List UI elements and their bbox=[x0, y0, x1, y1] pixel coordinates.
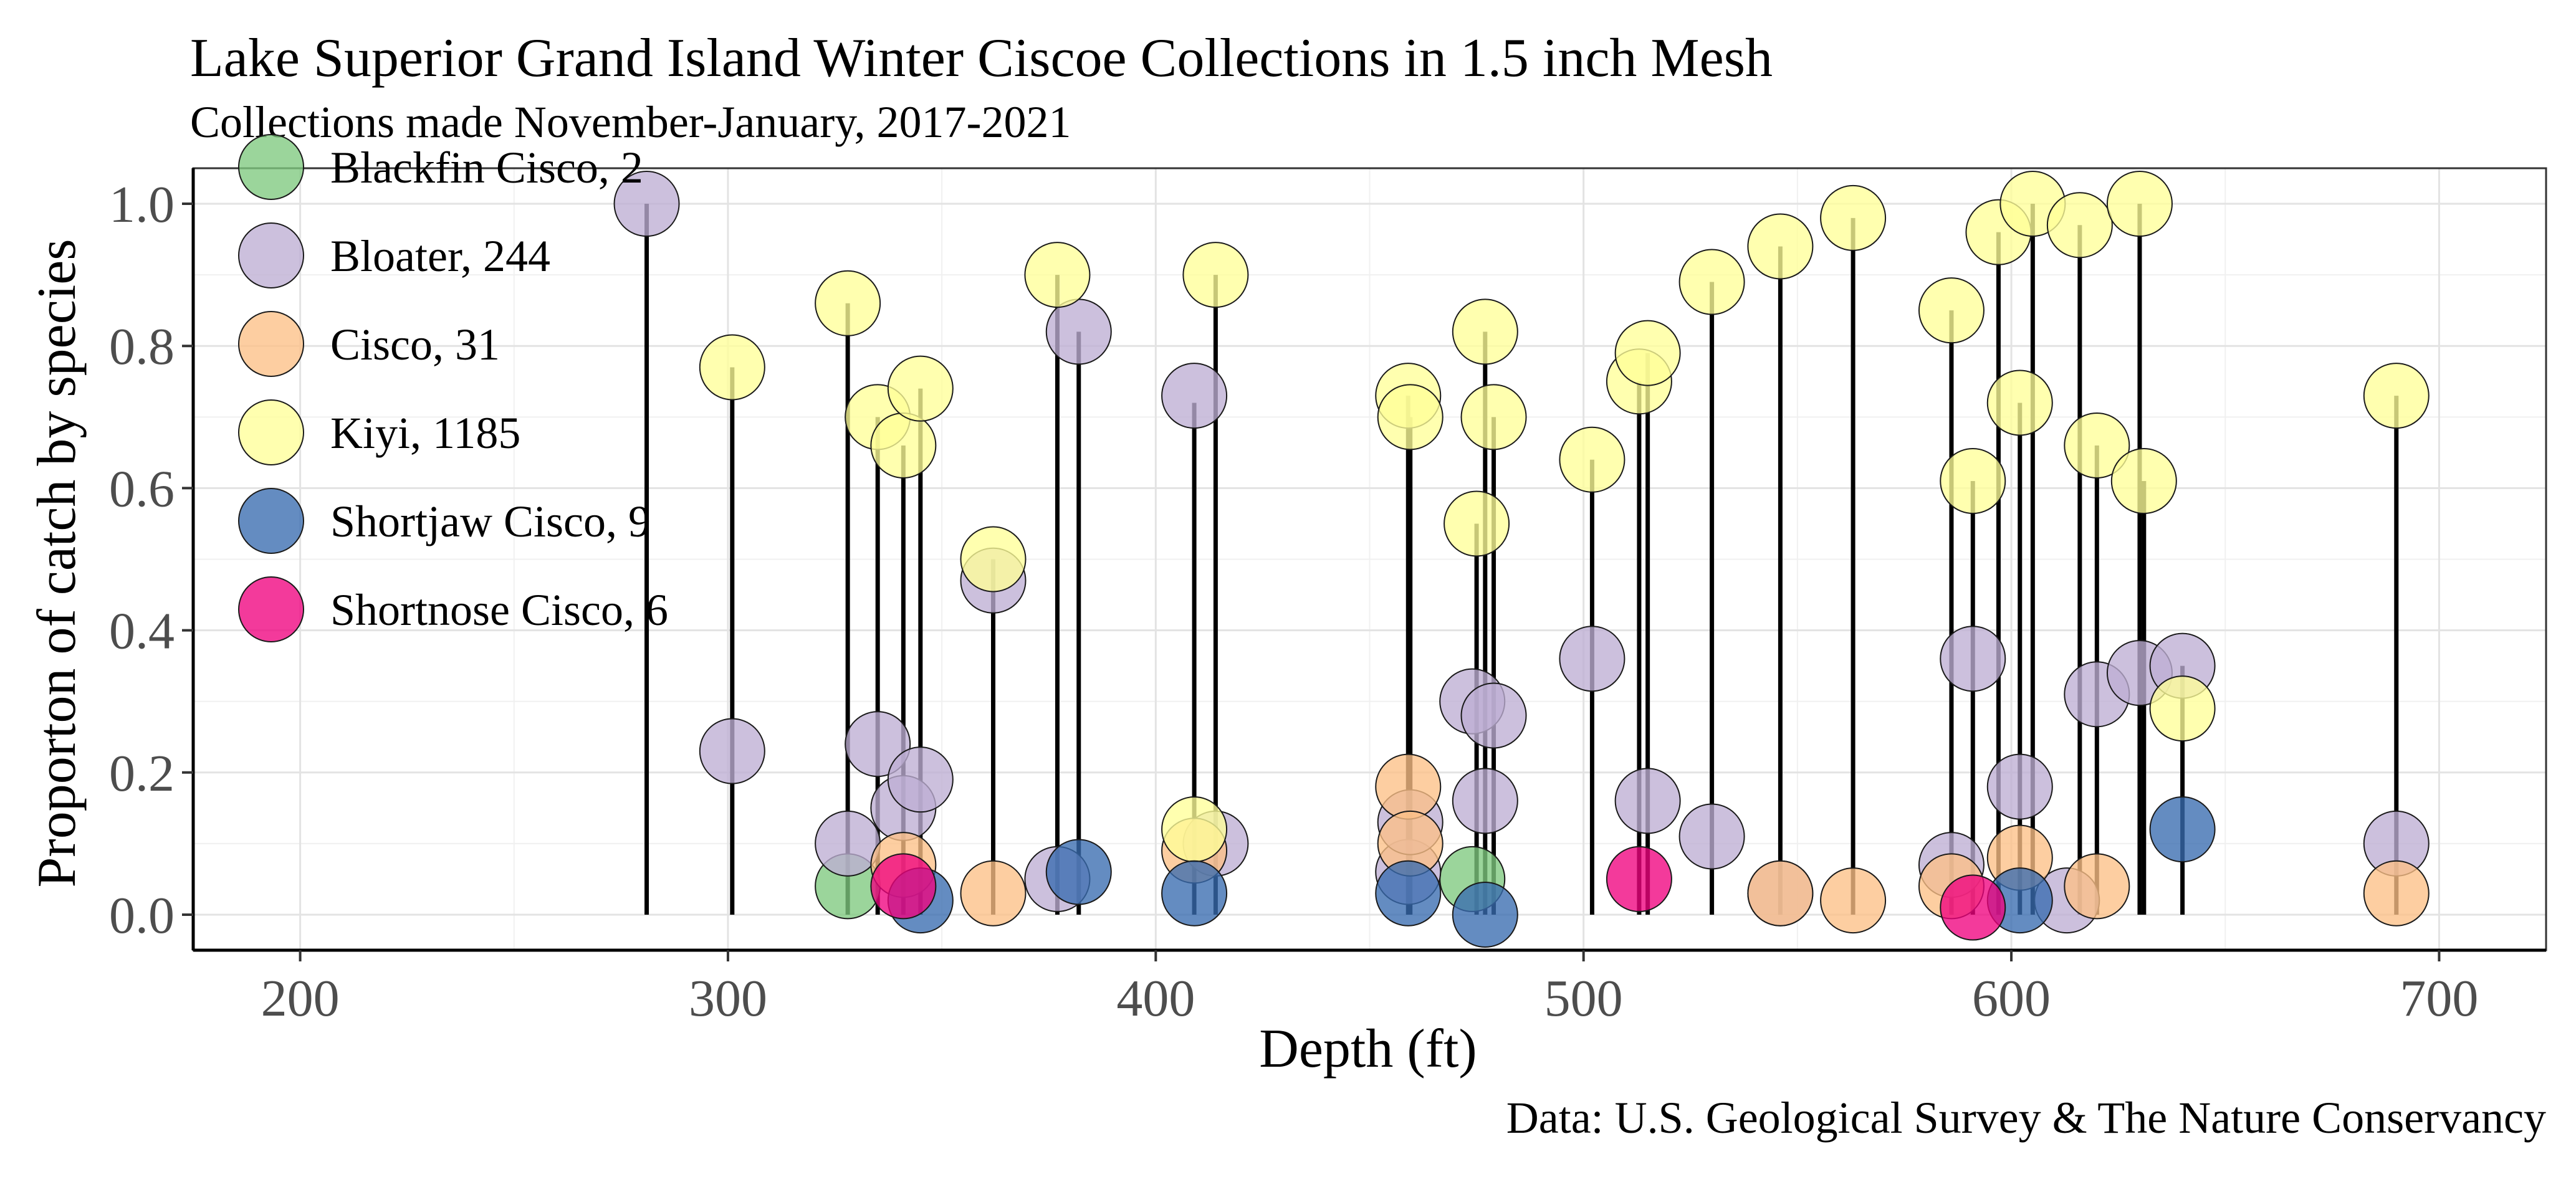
x-tick-label: 200 bbox=[261, 970, 340, 1027]
point-kiyi bbox=[1452, 298, 1518, 365]
y-tick-label: 0.4 bbox=[109, 603, 175, 660]
point-kiyi bbox=[2046, 192, 2113, 259]
point-cisco bbox=[1375, 753, 1442, 820]
legend-key-blackfin-cisco bbox=[238, 134, 304, 200]
point-shortnose-cisco bbox=[1606, 846, 1672, 912]
point-kiyi bbox=[2110, 448, 2177, 514]
x-axis-label: Depth (ft) bbox=[1259, 1019, 1477, 1079]
legend: Blackfin Cisco, 2 Bloater, 244 Cisco, 31 Ki… bbox=[238, 134, 668, 642]
legend-label-bloater: Bloater, 244 bbox=[330, 231, 550, 281]
point-kiyi bbox=[1986, 369, 2053, 436]
legend-label-shortjaw-cisco: Shortjaw Cisco, 9 bbox=[330, 497, 651, 546]
point-kiyi bbox=[2363, 363, 2430, 429]
point-kiyi bbox=[1024, 242, 1091, 308]
point-kiyi bbox=[1559, 426, 1626, 493]
x-tick-label: 500 bbox=[1544, 970, 1623, 1027]
point-kiyi bbox=[1614, 320, 1681, 386]
point-bloater bbox=[1559, 626, 1626, 692]
legend-label-kiyi: Kiyi, 1185 bbox=[330, 408, 520, 458]
point-bloater bbox=[1678, 803, 1745, 870]
x-tick-label: 400 bbox=[1116, 970, 1195, 1027]
point-bloater bbox=[887, 746, 954, 813]
legend-key-kiyi bbox=[238, 399, 304, 465]
y-tick-label: 0.0 bbox=[109, 887, 175, 945]
y-tick-label: 1.0 bbox=[109, 176, 175, 234]
point-kiyi bbox=[887, 355, 954, 422]
point-cisco bbox=[1820, 867, 1887, 934]
data-points bbox=[613, 171, 2430, 948]
point-bloater bbox=[1452, 768, 1518, 834]
point-kiyi bbox=[870, 412, 937, 479]
legend-label-blackfin-cisco: Blackfin Cisco, 2 bbox=[330, 143, 643, 193]
point-bloater bbox=[1986, 753, 2053, 820]
point-kiyi bbox=[960, 526, 1027, 593]
point-kiyi bbox=[2149, 675, 2216, 742]
y-axis-ticks: 0.0 0.2 0.4 0.6 0.8 1.0 bbox=[109, 176, 193, 945]
x-tick-label: 600 bbox=[1972, 970, 2051, 1027]
legend-key-cisco bbox=[238, 311, 304, 377]
point-shortjaw-cisco bbox=[1045, 839, 1112, 905]
point-kiyi bbox=[815, 270, 881, 336]
point-kiyi bbox=[1182, 242, 1249, 308]
point-kiyi bbox=[1678, 249, 1745, 315]
point-kiyi bbox=[1377, 384, 1444, 450]
point-shortjaw-cisco bbox=[1375, 860, 1442, 927]
point-cisco bbox=[2064, 853, 2130, 920]
chart-subtitle: Collections made November-January, 2017-… bbox=[190, 97, 1071, 147]
x-axis-ticks: 200 300 400 500 600 700 bbox=[261, 950, 2478, 1027]
x-tick-label: 700 bbox=[2400, 970, 2478, 1027]
point-bloater bbox=[1614, 768, 1681, 834]
legend-key-shortnose-cisco bbox=[238, 576, 304, 642]
x-tick-label: 300 bbox=[689, 970, 767, 1027]
point-bloater bbox=[613, 171, 680, 237]
y-axis-label: Proporton of catch by species bbox=[27, 239, 87, 887]
y-tick-label: 0.2 bbox=[109, 745, 175, 803]
legend-key-shortjaw-cisco bbox=[238, 488, 304, 554]
y-tick-label: 0.8 bbox=[109, 318, 175, 376]
legend-label-cisco: Cisco, 31 bbox=[330, 320, 500, 369]
point-bloater bbox=[1460, 682, 1527, 749]
legend-key-bloater bbox=[238, 222, 304, 288]
point-shortjaw-cisco bbox=[1161, 860, 1228, 927]
point-kiyi bbox=[1161, 796, 1228, 863]
point-bloater bbox=[1161, 363, 1228, 429]
point-shortjaw-cisco bbox=[1452, 881, 1518, 948]
point-kiyi bbox=[1940, 448, 2006, 514]
point-kiyi bbox=[1918, 277, 1985, 344]
point-cisco bbox=[2363, 860, 2430, 927]
point-shortnose-cisco bbox=[1940, 874, 2006, 941]
chart-title: Lake Superior Grand Island Winter Ciscoe… bbox=[190, 28, 1773, 88]
y-tick-label: 0.6 bbox=[109, 460, 175, 518]
point-kiyi bbox=[1747, 213, 1814, 280]
point-kiyi bbox=[1444, 490, 1510, 557]
point-bloater bbox=[699, 718, 765, 784]
legend-label-shortnose-cisco: Shortnose Cisco, 6 bbox=[330, 585, 668, 635]
point-kiyi bbox=[2106, 171, 2173, 237]
point-kiyi bbox=[1820, 184, 1887, 251]
point-cisco bbox=[960, 860, 1027, 927]
point-kiyi bbox=[699, 334, 765, 401]
point-shortjaw-cisco bbox=[2149, 796, 2216, 863]
point-bloater bbox=[1940, 626, 2006, 692]
point-kiyi bbox=[2064, 412, 2130, 479]
point-shortnose-cisco bbox=[870, 853, 937, 920]
point-bloater bbox=[1045, 298, 1112, 365]
chart-caption: Data: U.S. Geological Survey & The Natur… bbox=[1506, 1093, 2546, 1143]
point-kiyi bbox=[1460, 384, 1527, 450]
point-cisco bbox=[1747, 860, 1814, 927]
